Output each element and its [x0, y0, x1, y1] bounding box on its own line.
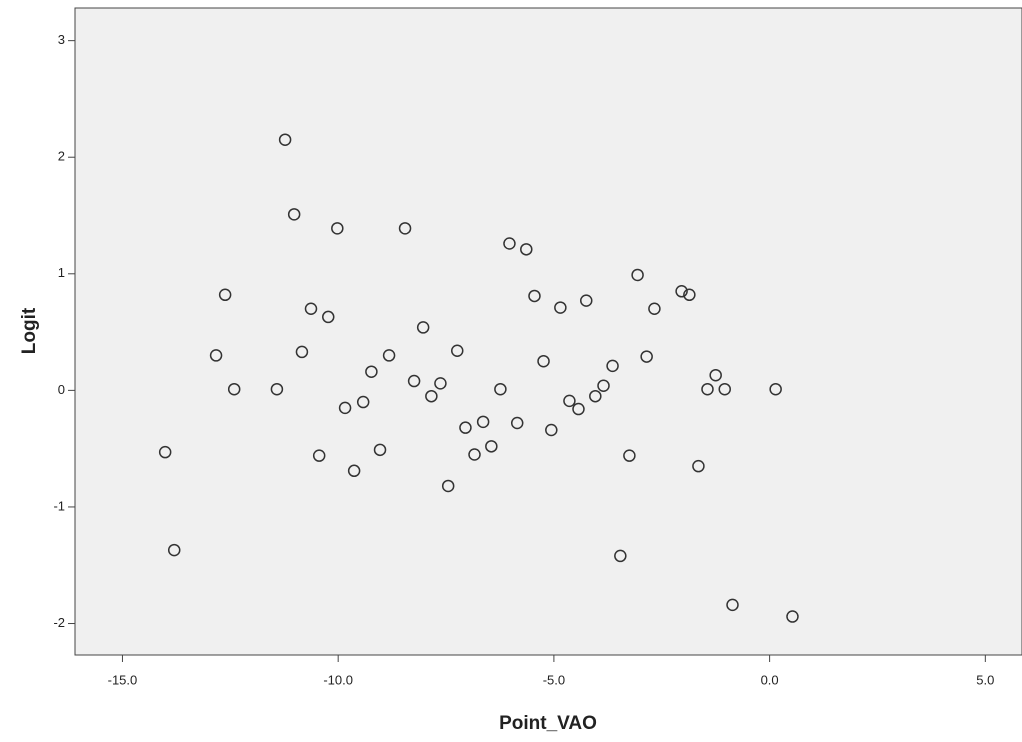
point	[416, 321, 430, 334]
point	[726, 598, 739, 612]
point	[614, 549, 627, 563]
x-tick-label: 0.0	[761, 672, 779, 687]
point	[683, 288, 696, 302]
point	[648, 302, 661, 316]
plot-area	[74, 7, 1022, 656]
point	[563, 394, 576, 408]
point	[554, 301, 567, 314]
point	[459, 421, 472, 434]
point	[382, 349, 396, 362]
point	[295, 345, 309, 359]
point	[287, 208, 301, 221]
point	[623, 449, 636, 462]
point	[545, 423, 558, 437]
point	[520, 243, 533, 256]
x-tick-label: -10.0	[323, 672, 353, 687]
x-tick-label: -5.0	[543, 672, 565, 687]
point	[373, 443, 387, 457]
point	[270, 382, 284, 396]
y-axis-title: Logit	[19, 307, 40, 354]
x-axis-title: Point_VAO	[499, 713, 597, 734]
point	[476, 415, 490, 429]
point	[365, 365, 378, 378]
point	[572, 402, 585, 416]
point	[631, 268, 644, 282]
point	[580, 294, 593, 307]
point	[434, 377, 447, 390]
point	[701, 382, 714, 396]
point	[441, 479, 455, 493]
point	[692, 459, 705, 473]
y-tick-label: 0	[58, 382, 65, 397]
point	[158, 445, 172, 459]
x-tick-label: 5.0	[976, 672, 994, 687]
point	[640, 350, 653, 363]
y-tick-label: 3	[58, 32, 65, 47]
point	[537, 354, 550, 368]
point	[494, 382, 507, 396]
point	[485, 440, 498, 453]
point	[209, 349, 223, 362]
point	[338, 401, 352, 415]
point	[356, 395, 370, 409]
x-tick-label: -15.0	[108, 672, 138, 687]
point	[510, 416, 524, 430]
point	[304, 302, 318, 316]
point	[786, 610, 799, 623]
point	[425, 389, 438, 403]
point	[769, 382, 782, 396]
point	[322, 310, 335, 324]
point	[398, 222, 412, 235]
point	[218, 288, 232, 302]
y-tick-label: -1	[53, 498, 65, 513]
point	[675, 285, 688, 298]
point	[597, 379, 610, 392]
point	[606, 359, 619, 373]
point	[227, 382, 241, 396]
point	[407, 374, 421, 388]
y-tick-label: 2	[58, 149, 65, 164]
point	[528, 289, 541, 303]
point	[312, 449, 326, 462]
point	[503, 237, 516, 250]
point	[278, 133, 292, 146]
point	[468, 448, 481, 461]
point	[709, 368, 722, 382]
point	[589, 389, 602, 403]
point	[451, 344, 464, 357]
point	[718, 382, 731, 396]
point	[167, 543, 181, 557]
point	[347, 464, 361, 478]
point	[331, 222, 344, 235]
y-tick-label: 1	[58, 265, 65, 280]
y-tick-label: -2	[53, 615, 65, 630]
